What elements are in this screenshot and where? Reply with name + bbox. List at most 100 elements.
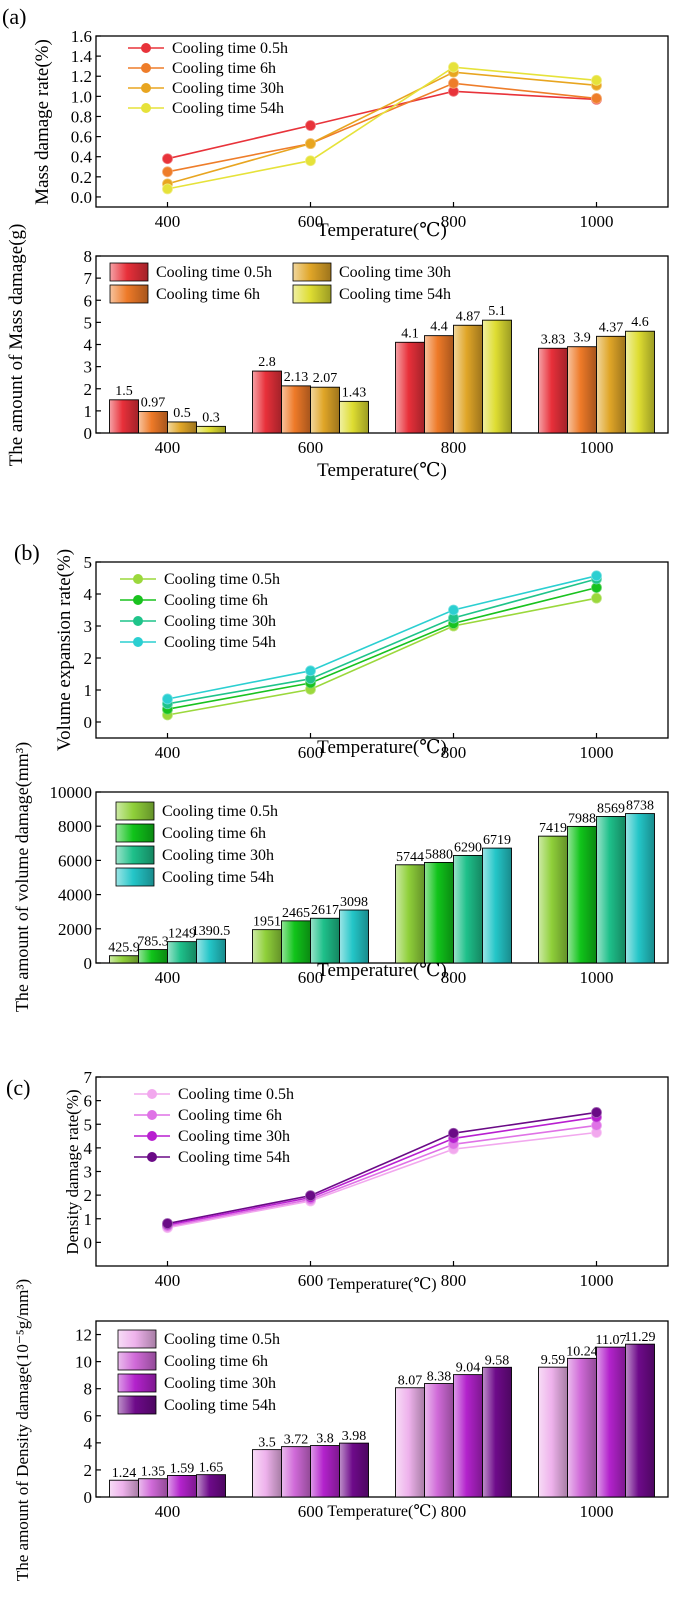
series-line-3 (167, 578, 597, 705)
y-tick-label: 1.6 (71, 27, 92, 46)
bar (252, 929, 282, 964)
y-tick-label: 4 (84, 336, 93, 355)
bar-value-label: 3098 (340, 895, 368, 910)
plot-frame (95, 35, 669, 208)
bar-value-label: 7988 (568, 811, 596, 826)
bar-value-label: 11.07 (596, 1333, 627, 1348)
bar (138, 949, 168, 964)
x-tick-label: 400 (155, 438, 181, 457)
x-tick-label: 600 (298, 438, 324, 457)
legend-label: Cooling time 0.5h (178, 1086, 294, 1103)
legend-marker (133, 574, 143, 584)
y-tick-label: 3 (84, 358, 93, 377)
bar (625, 813, 655, 964)
x-tick-label: 600 (298, 968, 324, 987)
legend-swatch (292, 262, 332, 282)
plot-frame (95, 561, 669, 739)
y-axis-title: The amount of volume damage(mm³) (12, 742, 33, 1012)
x-axis-title: Temperature(℃) (317, 960, 447, 981)
series-line-2 (167, 586, 597, 710)
legend-marker (133, 616, 143, 626)
bar (167, 941, 197, 964)
bar-value-label: 7419 (539, 821, 567, 836)
legend-label: Cooling time 54h (164, 1397, 276, 1414)
y-tick-label: 6000 (58, 851, 92, 870)
x-tick-label: 1000 (580, 743, 614, 762)
legend-label: Cooling time 0.5h (172, 40, 288, 57)
bar-value-label: 1.43 (342, 385, 367, 400)
legend-label: Cooling time 54h (339, 286, 451, 303)
legend-label: Cooling time 0.5h (164, 571, 280, 588)
bar (281, 920, 311, 964)
bar-value-label: 4.37 (599, 320, 624, 335)
y-tick-label: 3 (84, 617, 93, 636)
legend-label: Cooling time 6h (178, 1107, 282, 1124)
x-tick-label: 600 (298, 212, 324, 231)
bar-value-label: 1390.5 (192, 924, 231, 939)
bar (567, 346, 597, 434)
plot-frame (95, 1320, 669, 1498)
y-tick-label: 6 (84, 1407, 93, 1426)
data-point (448, 1127, 459, 1139)
legend-swatch (292, 284, 332, 304)
y-tick-label: 5 (84, 313, 93, 332)
legend-swatch (117, 1329, 157, 1349)
y-tick-label: 8 (84, 1380, 93, 1399)
legend-label: Cooling time 30h (339, 264, 451, 281)
x-axis-title: Temperature(℃) (327, 1503, 436, 1520)
chart-b-line: 0 1 2 3 4 5 400 600 800 1000 Temperature(℃) Volume … (54, 549, 669, 762)
x-tick-label: 400 (155, 1502, 181, 1521)
y-tick-label: 5 (84, 553, 93, 572)
x-axis-title: Temperature(℃) (317, 737, 447, 758)
legend-label: Cooling time 30h (164, 613, 276, 630)
y-tick-label: 0.8 (71, 107, 92, 126)
bar-value-label: 2.07 (313, 371, 338, 386)
legend-label: Cooling time 6h (162, 825, 266, 842)
legend-label: Cooling time 30h (164, 1375, 276, 1392)
bar-value-label: 4.1 (401, 326, 419, 341)
series-line-4 (167, 575, 597, 700)
y-tick-label: 1.0 (71, 87, 92, 106)
y-tick-label: 0.6 (71, 128, 92, 147)
data-point (591, 1107, 602, 1118)
y-axis-title: The amount of Mass damage(g) (6, 224, 27, 467)
data-point (162, 153, 173, 165)
data-point (305, 665, 316, 677)
bar-value-label: 3.72 (284, 1433, 309, 1448)
y-tick-label: 5 (84, 1115, 93, 1134)
chart-c-line: 0 1 2 3 4 5 6 7 400 600 800 1000 Temperature(℃) Densi… (63, 1068, 669, 1293)
y-tick-label: 0.0 (71, 188, 92, 207)
legend-label: Cooling time 30h (162, 847, 274, 864)
bar-value-label: 1.5 (115, 384, 133, 399)
y-tick-label: 0.4 (71, 148, 93, 167)
bar (138, 411, 168, 434)
y-axis-title: Density damage rate(%) (63, 1089, 82, 1254)
bar (252, 1449, 282, 1498)
x-tick-label: 1000 (580, 1271, 614, 1290)
x-tick-label: 800 (441, 1502, 467, 1521)
x-axis-title: Temperature(℃) (317, 220, 447, 241)
panel-label-a: (a) (2, 4, 26, 29)
legend-marker (147, 1131, 157, 1141)
bar (109, 1479, 139, 1498)
series-line-4 (167, 66, 597, 190)
bar (453, 1374, 483, 1498)
bar (596, 1346, 626, 1498)
chart-a-line: 0.00.20.40.6 0.81.01.21.41.6 400 600 800 1000… (32, 27, 669, 241)
bar (538, 1366, 568, 1498)
series-line-1 (167, 1131, 597, 1229)
y-tick-label: 1.2 (71, 67, 92, 86)
y-tick-label: 0 (84, 954, 93, 973)
data-point (591, 570, 602, 582)
legend-swatch (117, 1395, 157, 1415)
legend-label: Cooling time 30h (172, 80, 284, 97)
x-tick-label: 1000 (580, 1502, 614, 1521)
y-tick-label: 2 (84, 380, 93, 399)
bar-value-label: 1.65 (199, 1461, 224, 1476)
legend-swatch (109, 284, 149, 304)
bar (138, 1478, 168, 1498)
bar (167, 421, 197, 434)
y-tick-label: 4 (84, 1139, 93, 1158)
bar (453, 854, 483, 964)
bar (625, 330, 655, 434)
